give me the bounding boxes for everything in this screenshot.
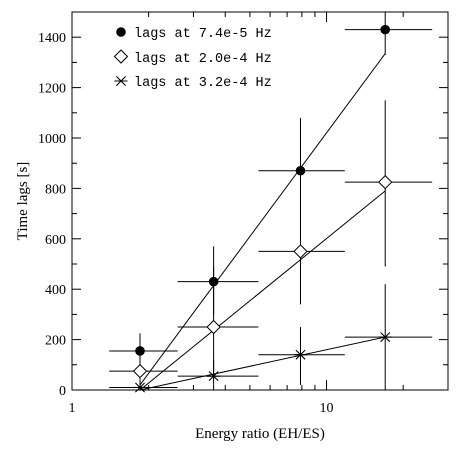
legend-marker-shape xyxy=(113,49,129,64)
legend-marker-shape xyxy=(116,27,126,37)
y-tick-label: 800 xyxy=(45,182,66,197)
fit-line xyxy=(139,53,386,386)
data-point xyxy=(378,174,393,190)
legend-item: lags at 3.2e-4 Hz xyxy=(114,76,272,91)
data-point xyxy=(206,319,221,335)
legend-label: lags at 2.0e-4 Hz xyxy=(134,52,272,67)
legend-marker-asterisk xyxy=(114,76,128,86)
legend: lags at 7.4e-5 Hz lags at 2.0e-4 Hz lags… xyxy=(113,27,272,91)
y-tick-label: 1200 xyxy=(38,82,66,97)
data-point xyxy=(133,382,147,393)
y-tick-label: 200 xyxy=(45,334,66,349)
data-point xyxy=(207,371,221,382)
x-axis-label: Energy ratio (EH/ES) xyxy=(195,426,325,442)
legend-item: lags at 2.0e-4 Hz xyxy=(113,49,272,67)
legend-marker-shape xyxy=(114,76,128,86)
y-tick-label: 0 xyxy=(59,384,66,399)
legend-label: lags at 3.2e-4 Hz xyxy=(134,76,272,91)
data-point xyxy=(293,244,308,259)
axis-ticks xyxy=(71,11,449,391)
legend-item: lags at 7.4e-5 Hz xyxy=(116,27,272,42)
y-tick-label: 1000 xyxy=(38,132,66,147)
fit-line xyxy=(139,190,386,391)
y-tick-label: 1400 xyxy=(38,31,66,46)
x-tick-label: 10 xyxy=(320,401,334,416)
series-1 xyxy=(109,12,433,386)
y-tick-label: 400 xyxy=(45,283,66,298)
legend-label: lags at 7.4e-5 Hz xyxy=(134,27,272,42)
legend-marker-open-diamond xyxy=(113,49,129,64)
axis-tick-labels: 0 200 400 600 800 1000 1200 1400 1 10 xyxy=(38,31,334,416)
data-point xyxy=(135,346,145,356)
data-point xyxy=(378,332,392,343)
y-axis-label: Time lags [s] xyxy=(15,162,31,241)
data-point xyxy=(293,349,307,360)
series-2 xyxy=(109,100,433,391)
x-tick-label: 1 xyxy=(69,401,76,416)
fit-line xyxy=(139,336,386,391)
data-point xyxy=(380,24,391,35)
chart-marks xyxy=(109,12,433,393)
data-point xyxy=(132,363,148,379)
legend-marker-filled-circle xyxy=(116,27,126,37)
y-tick-label: 600 xyxy=(45,233,66,248)
plot-frame xyxy=(71,11,449,391)
series-3 xyxy=(109,284,433,393)
